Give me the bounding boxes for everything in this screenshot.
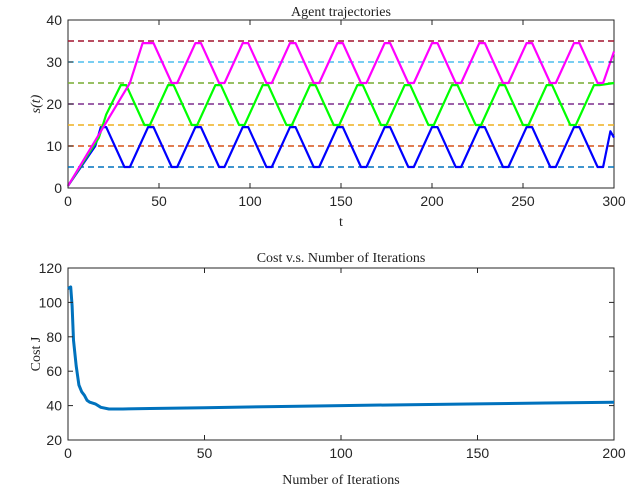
trajectories-title: Agent trajectories bbox=[291, 5, 391, 20]
y-tick-label: 20 bbox=[46, 96, 62, 112]
x-tick-label: 200 bbox=[420, 193, 444, 209]
y-tick-label: 20 bbox=[46, 432, 62, 448]
series-line bbox=[67, 81, 615, 187]
y-tick-label: 10 bbox=[46, 138, 62, 154]
trajectories-x-label: t bbox=[339, 215, 343, 230]
series-line bbox=[67, 285, 615, 411]
y-tick-label: 40 bbox=[46, 398, 62, 414]
y-tick-label: 40 bbox=[46, 12, 62, 28]
x-tick-label: 100 bbox=[238, 193, 262, 209]
x-tick-label: 0 bbox=[64, 445, 72, 461]
x-tick-label: 50 bbox=[197, 445, 213, 461]
trajectory-series bbox=[67, 41, 616, 187]
y-tick-label: 100 bbox=[39, 294, 63, 310]
x-tick-label: 200 bbox=[602, 445, 626, 461]
cost-series bbox=[67, 285, 615, 411]
cost-plot-area bbox=[67, 267, 615, 441]
y-tick-label: 30 bbox=[46, 54, 62, 70]
x-tick-label: 150 bbox=[329, 193, 353, 209]
series-line bbox=[67, 41, 616, 187]
trajectories-chart: 0 50 100 150 200 250 300 0 10 20 30 40 Agent traje… bbox=[29, 5, 626, 230]
cost-y-label: Cost J bbox=[29, 336, 44, 371]
y-tick-label: 120 bbox=[39, 260, 63, 276]
y-tick-label: 60 bbox=[46, 363, 62, 379]
y-tick-label: 0 bbox=[54, 180, 62, 196]
trajectories-x-ticks: 0 50 100 150 200 250 300 bbox=[64, 20, 626, 209]
x-tick-label: 250 bbox=[511, 193, 535, 209]
cost-x-label: Number of Iterations bbox=[282, 473, 399, 488]
trajectories-y-ticks: 0 10 20 30 40 bbox=[46, 12, 614, 196]
series-line bbox=[67, 125, 615, 187]
x-tick-label: 150 bbox=[466, 445, 490, 461]
x-tick-label: 100 bbox=[329, 445, 353, 461]
cost-title: Cost v.s. Number of Iterations bbox=[257, 251, 426, 266]
cost-x-ticks: 0 50 100 150 200 bbox=[64, 268, 626, 461]
trajectories-y-label: s(t) bbox=[29, 94, 44, 113]
cost-y-ticks: 20 40 60 80 100 120 bbox=[39, 260, 614, 448]
cost-chart: 0 50 100 150 200 20 40 60 80 100 120 Cost v.s. Nu… bbox=[29, 251, 626, 488]
x-tick-label: 300 bbox=[602, 193, 626, 209]
y-tick-label: 80 bbox=[46, 329, 62, 345]
x-tick-label: 50 bbox=[151, 193, 167, 209]
x-tick-label: 0 bbox=[64, 193, 72, 209]
